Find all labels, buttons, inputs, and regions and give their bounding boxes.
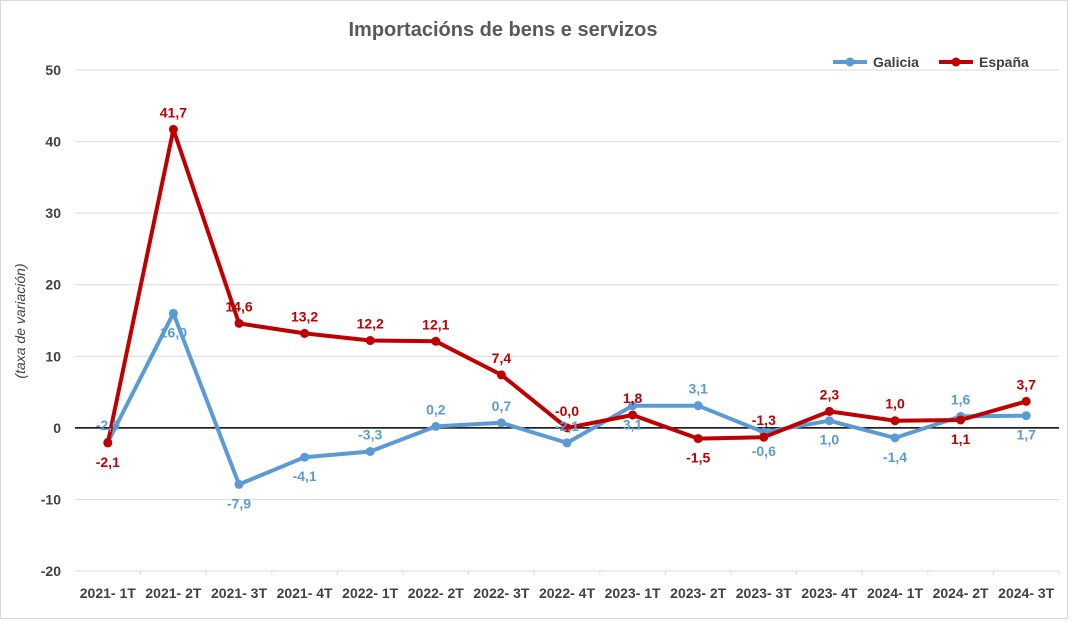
data-point-espana bbox=[365, 336, 375, 346]
x-tick-label: 2023- 2T bbox=[670, 585, 726, 601]
y-tick-label: 20 bbox=[45, 277, 61, 293]
data-label-espana: -2,1 bbox=[96, 454, 120, 470]
data-point-espana bbox=[300, 328, 310, 338]
data-point-galicia bbox=[300, 452, 310, 462]
data-point-galicia bbox=[234, 479, 244, 489]
data-label-galicia: -4,1 bbox=[293, 468, 317, 484]
data-label-galicia: 1,6 bbox=[951, 391, 971, 407]
chart-title: Importacións de bens e servizos bbox=[349, 19, 658, 41]
x-tick-label: 2023- 4T bbox=[801, 585, 857, 601]
data-point-espana bbox=[562, 423, 572, 433]
data-labels: -2,0 16,0 -7,9 -4,1 -3,3 0,2 0,7 -2,1 3,1 3,1 -0,6… bbox=[96, 104, 1036, 511]
legend: Galicia España bbox=[833, 54, 1029, 70]
data-label-galicia: 0,7 bbox=[492, 398, 512, 414]
x-tick-label: 2022- 2T bbox=[408, 585, 464, 601]
x-tick-label: 2021- 4T bbox=[277, 585, 333, 601]
data-label-espana: 41,7 bbox=[160, 104, 187, 120]
data-label-espana: -1,5 bbox=[686, 450, 710, 466]
y-tick-label: -20 bbox=[41, 563, 61, 579]
data-label-galicia: 1,0 bbox=[820, 432, 840, 448]
y-tick-label: -10 bbox=[41, 491, 61, 507]
data-label-galicia: -2,1 bbox=[555, 418, 579, 434]
data-label-galicia: -1,4 bbox=[883, 449, 907, 465]
data-label-espana: 7,4 bbox=[492, 350, 512, 366]
data-label-espana: 1,0 bbox=[885, 396, 905, 412]
data-point-galicia bbox=[693, 401, 703, 411]
x-tick-label: 2021- 2T bbox=[145, 585, 201, 601]
data-label-espana: 12,2 bbox=[357, 316, 384, 332]
x-tick-label: 2023- 1T bbox=[605, 585, 661, 601]
data-point-galicia bbox=[1021, 411, 1031, 421]
legend-marker-espana bbox=[951, 57, 961, 67]
x-tick-label: 2021- 1T bbox=[80, 585, 136, 601]
data-label-espana: 1,1 bbox=[951, 431, 971, 447]
data-point-espana bbox=[496, 370, 506, 380]
data-point-espana bbox=[693, 434, 703, 444]
data-point-espana bbox=[956, 415, 966, 425]
y-tick-label: 50 bbox=[45, 62, 61, 78]
data-point-espana bbox=[1021, 396, 1031, 406]
data-label-galicia: -3,3 bbox=[358, 426, 382, 442]
data-label-galicia: 3,1 bbox=[688, 381, 708, 397]
data-point-espana bbox=[168, 124, 178, 134]
x-tick-label: 2022- 4T bbox=[539, 585, 595, 601]
data-point-galicia bbox=[824, 416, 834, 426]
y-tick-label: 40 bbox=[45, 134, 61, 150]
data-label-galicia: -7,9 bbox=[227, 495, 251, 511]
data-point-espana bbox=[759, 432, 769, 442]
data-label-galicia: 3,1 bbox=[623, 417, 643, 433]
data-point-galicia bbox=[365, 446, 375, 456]
legend-label-espana: España bbox=[979, 54, 1029, 70]
data-label-espana: 14,6 bbox=[225, 298, 252, 314]
data-label-galicia: 0,2 bbox=[426, 401, 446, 417]
gridlines bbox=[75, 69, 1059, 572]
legend-label-galicia: Galicia bbox=[873, 54, 919, 70]
series-layer bbox=[103, 124, 1031, 489]
x-tick-label: 2024- 2T bbox=[933, 585, 989, 601]
y-tick-label: 30 bbox=[45, 205, 61, 221]
y-axis-label: (taxa de variación) bbox=[12, 263, 28, 378]
data-label-espana: -1,3 bbox=[752, 412, 776, 428]
x-tick-label: 2024- 3T bbox=[998, 585, 1054, 601]
data-point-espana bbox=[234, 318, 244, 328]
data-label-espana: 12,1 bbox=[422, 316, 449, 332]
data-label-espana: 2,3 bbox=[820, 386, 840, 402]
data-point-espana bbox=[103, 438, 113, 448]
data-point-espana bbox=[628, 410, 638, 420]
legend-marker-galicia bbox=[845, 57, 855, 67]
data-point-galicia bbox=[562, 438, 572, 448]
y-axis-ticks: -20 -10 0 10 20 30 40 50 bbox=[41, 62, 61, 579]
data-label-galicia: -0,6 bbox=[752, 443, 776, 459]
x-tick-label: 2022- 1T bbox=[342, 585, 398, 601]
data-point-galicia bbox=[628, 401, 638, 411]
data-point-galicia bbox=[496, 418, 506, 428]
data-point-espana bbox=[431, 336, 441, 346]
data-label-galicia: 1,7 bbox=[1016, 427, 1036, 443]
data-label-espana: 1,8 bbox=[623, 390, 643, 406]
y-tick-label: 0 bbox=[53, 420, 61, 436]
data-label-espana: 13,2 bbox=[291, 308, 318, 324]
x-tick-label: 2023- 3T bbox=[736, 585, 792, 601]
data-point-espana bbox=[890, 416, 900, 426]
data-label-espana: 3,7 bbox=[1016, 376, 1036, 392]
data-point-galicia bbox=[168, 308, 178, 318]
x-axis-ticks: 2021- 1T 2021- 2T 2021- 3T 2021- 4T 2022- 1T… bbox=[80, 571, 1060, 601]
data-label-galicia: -2,0 bbox=[96, 417, 120, 433]
x-tick-label: 2022- 3T bbox=[473, 585, 529, 601]
x-tick-label: 2021- 3T bbox=[211, 585, 267, 601]
data-point-galicia bbox=[431, 421, 441, 431]
data-label-espana: -0,0 bbox=[555, 403, 579, 419]
data-point-espana bbox=[824, 406, 834, 416]
x-tick-label: 2024- 1T bbox=[867, 585, 923, 601]
data-label-galicia: 16,0 bbox=[160, 324, 187, 340]
data-point-galicia bbox=[890, 433, 900, 443]
y-tick-label: 10 bbox=[45, 348, 61, 364]
